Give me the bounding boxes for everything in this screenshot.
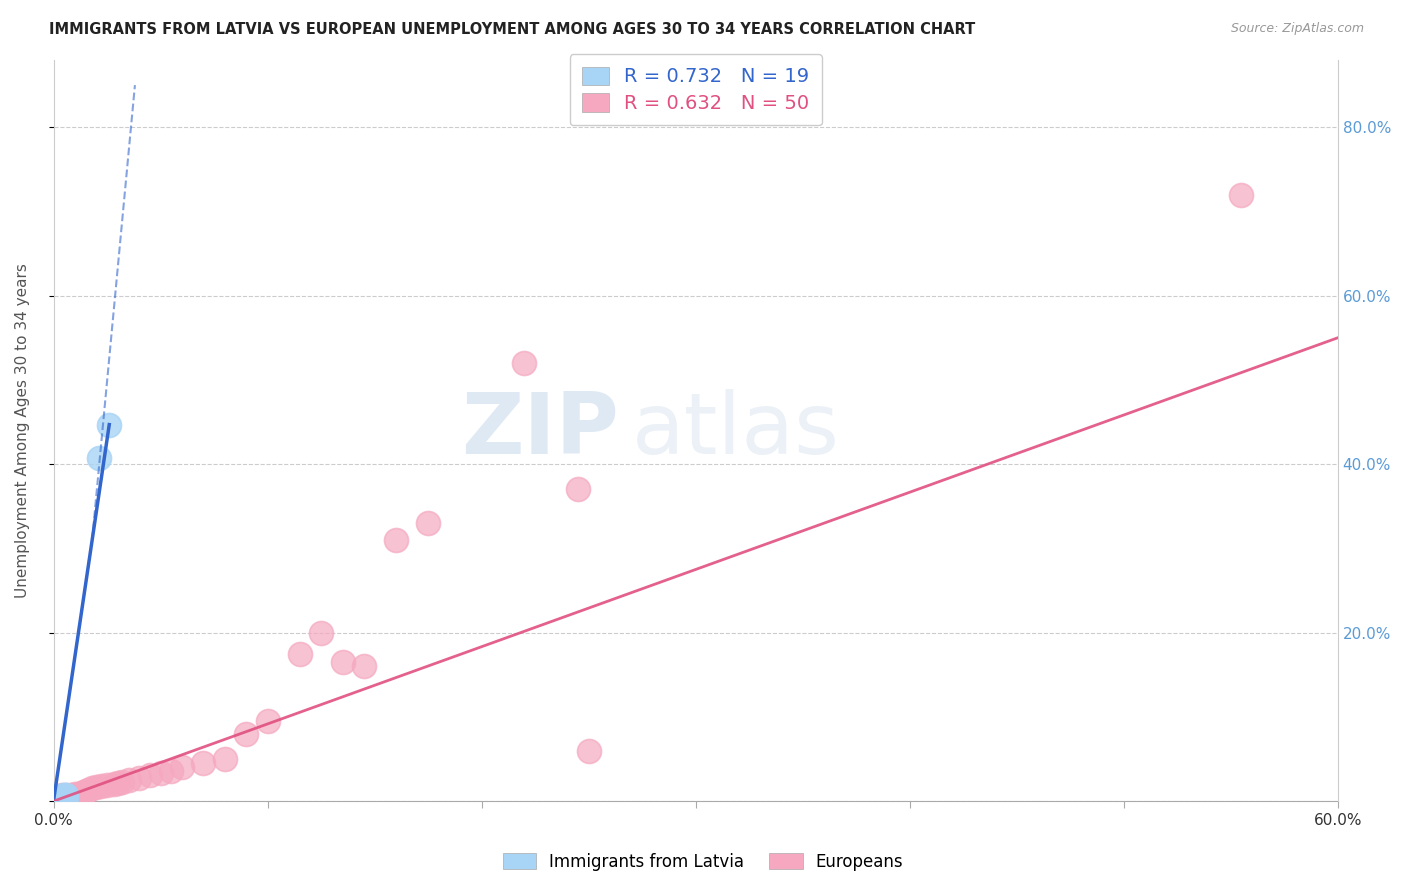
Point bbox=[416, 516, 439, 530]
Point bbox=[51, 789, 73, 804]
Point bbox=[55, 789, 77, 803]
Point bbox=[385, 533, 408, 547]
Point bbox=[66, 789, 89, 803]
Point bbox=[193, 756, 215, 771]
Point bbox=[1230, 187, 1253, 202]
Point bbox=[59, 789, 82, 803]
Point bbox=[98, 417, 121, 432]
Point bbox=[51, 792, 73, 806]
Point bbox=[567, 483, 589, 497]
Point bbox=[49, 791, 72, 805]
Text: IMMIGRANTS FROM LATVIA VS EUROPEAN UNEMPLOYMENT AMONG AGES 30 TO 34 YEARS CORREL: IMMIGRANTS FROM LATVIA VS EUROPEAN UNEMP… bbox=[49, 22, 976, 37]
Point bbox=[51, 789, 73, 804]
Point bbox=[513, 356, 536, 370]
Point bbox=[58, 789, 80, 803]
Point bbox=[96, 778, 118, 792]
Point bbox=[90, 779, 112, 793]
Point bbox=[103, 777, 125, 791]
Point bbox=[117, 773, 139, 788]
Point bbox=[53, 791, 76, 805]
Point bbox=[87, 451, 110, 466]
Point bbox=[49, 789, 72, 804]
Text: ZIP: ZIP bbox=[461, 389, 619, 472]
Text: Source: ZipAtlas.com: Source: ZipAtlas.com bbox=[1230, 22, 1364, 36]
Point bbox=[51, 789, 73, 803]
Point bbox=[51, 791, 73, 805]
Point bbox=[55, 789, 77, 803]
Point bbox=[75, 784, 97, 798]
Point bbox=[86, 780, 108, 794]
Point bbox=[51, 790, 73, 805]
Point bbox=[128, 771, 150, 785]
Point bbox=[149, 766, 172, 780]
Point bbox=[170, 760, 193, 774]
Legend: R = 0.732   N = 19, R = 0.632   N = 50: R = 0.732 N = 19, R = 0.632 N = 50 bbox=[569, 54, 821, 125]
Point bbox=[82, 781, 104, 796]
Point bbox=[51, 791, 73, 805]
Point bbox=[72, 785, 94, 799]
Point bbox=[70, 786, 93, 800]
Point bbox=[332, 655, 354, 669]
Point bbox=[53, 790, 76, 805]
Point bbox=[111, 774, 134, 789]
Text: atlas: atlas bbox=[631, 389, 839, 472]
Point bbox=[53, 789, 76, 803]
Point bbox=[53, 790, 76, 805]
Point bbox=[55, 790, 77, 805]
Point bbox=[578, 743, 600, 757]
Point bbox=[309, 625, 332, 640]
Point bbox=[53, 789, 76, 803]
Point bbox=[67, 787, 90, 801]
Point bbox=[59, 789, 82, 804]
Legend: Immigrants from Latvia, Europeans: Immigrants from Latvia, Europeans bbox=[494, 845, 912, 880]
Point bbox=[51, 791, 73, 805]
Point bbox=[107, 775, 129, 789]
Point bbox=[58, 790, 80, 805]
Point bbox=[76, 783, 98, 797]
Point bbox=[51, 791, 73, 805]
Point bbox=[353, 659, 375, 673]
Point bbox=[49, 789, 72, 804]
Point bbox=[235, 727, 257, 741]
Point bbox=[62, 789, 84, 803]
Point bbox=[256, 714, 278, 728]
Point bbox=[63, 788, 86, 802]
Point bbox=[53, 789, 76, 803]
Y-axis label: Unemployment Among Ages 30 to 34 years: Unemployment Among Ages 30 to 34 years bbox=[15, 263, 30, 598]
Point bbox=[55, 789, 77, 804]
Point bbox=[288, 647, 311, 661]
Point bbox=[49, 789, 72, 803]
Point bbox=[53, 789, 76, 803]
Point bbox=[139, 768, 162, 782]
Point bbox=[46, 790, 69, 805]
Point bbox=[53, 789, 76, 804]
Point bbox=[160, 764, 183, 778]
Point bbox=[49, 789, 72, 804]
Point bbox=[214, 752, 236, 766]
